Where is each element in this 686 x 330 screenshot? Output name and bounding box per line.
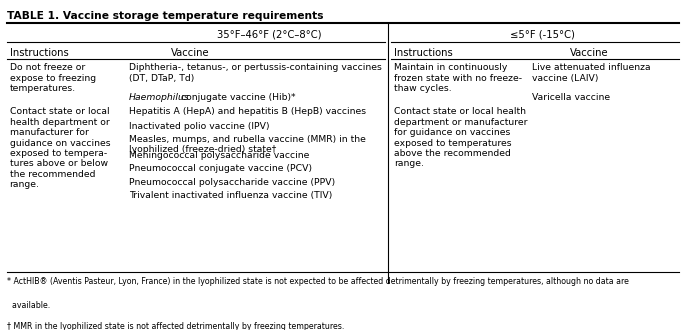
Text: Measles, mumps, and rubella vaccine (MMR) in the
lyophilized (freeze-dried) stat: Measles, mumps, and rubella vaccine (MMR… xyxy=(129,135,366,154)
Text: Inactivated polio vaccine (IPV): Inactivated polio vaccine (IPV) xyxy=(129,122,270,131)
Text: Pneumococcal conjugate vaccine (PCV): Pneumococcal conjugate vaccine (PCV) xyxy=(129,164,312,173)
Text: 35°F–46°F (2°C–8°C): 35°F–46°F (2°C–8°C) xyxy=(217,30,321,40)
Text: Live attenuated influenza
vaccine (LAIV): Live attenuated influenza vaccine (LAIV) xyxy=(532,63,650,83)
Text: * ActHIB® (Aventis Pasteur, Lyon, France) in the lyophilized state is not expect: * ActHIB® (Aventis Pasteur, Lyon, France… xyxy=(7,277,629,286)
Text: Do not freeze or
expose to freezing
temperatures.: Do not freeze or expose to freezing temp… xyxy=(10,63,95,93)
Text: Instructions: Instructions xyxy=(10,48,69,58)
Text: TABLE 1. Vaccine storage temperature requirements: TABLE 1. Vaccine storage temperature req… xyxy=(7,11,323,21)
Text: Vaccine: Vaccine xyxy=(571,48,609,58)
Text: Haemophilus: Haemophilus xyxy=(129,92,190,102)
Text: Contact state or local
health department or
manufacturer for
guidance on vaccine: Contact state or local health department… xyxy=(10,108,110,189)
Text: Instructions: Instructions xyxy=(394,48,453,58)
Text: Diphtheria-, tetanus-, or pertussis-containing vaccines
(DT, DTaP, Td): Diphtheria-, tetanus-, or pertussis-cont… xyxy=(129,63,382,83)
Text: ≤5°F (-15°C): ≤5°F (-15°C) xyxy=(510,30,574,40)
Text: Meningococcal polysaccharide vaccine: Meningococcal polysaccharide vaccine xyxy=(129,151,309,160)
Text: Maintain in continuously
frozen state with no freeze-
thaw cycles.: Maintain in continuously frozen state wi… xyxy=(394,63,522,93)
Text: available.: available. xyxy=(7,301,50,310)
Text: Vaccine: Vaccine xyxy=(171,48,210,58)
Text: Pneumococcal polysaccharide vaccine (PPV): Pneumococcal polysaccharide vaccine (PPV… xyxy=(129,178,335,186)
Text: Trivalent inactivated influenza vaccine (TIV): Trivalent inactivated influenza vaccine … xyxy=(129,191,333,200)
Text: Varicella vaccine: Varicella vaccine xyxy=(532,92,610,102)
Text: Hepatitis A (HepA) and hepatitis B (HepB) vaccines: Hepatitis A (HepA) and hepatitis B (HepB… xyxy=(129,108,366,116)
Text: † MMR in the lyophilized state is not affected detrimentally by freezing tempera: † MMR in the lyophilized state is not af… xyxy=(7,322,344,330)
Text: Contact state or local health
department or manufacturer
for guidance on vaccine: Contact state or local health department… xyxy=(394,108,528,168)
Text: conjugate vaccine (Hib)*: conjugate vaccine (Hib)* xyxy=(178,92,295,102)
